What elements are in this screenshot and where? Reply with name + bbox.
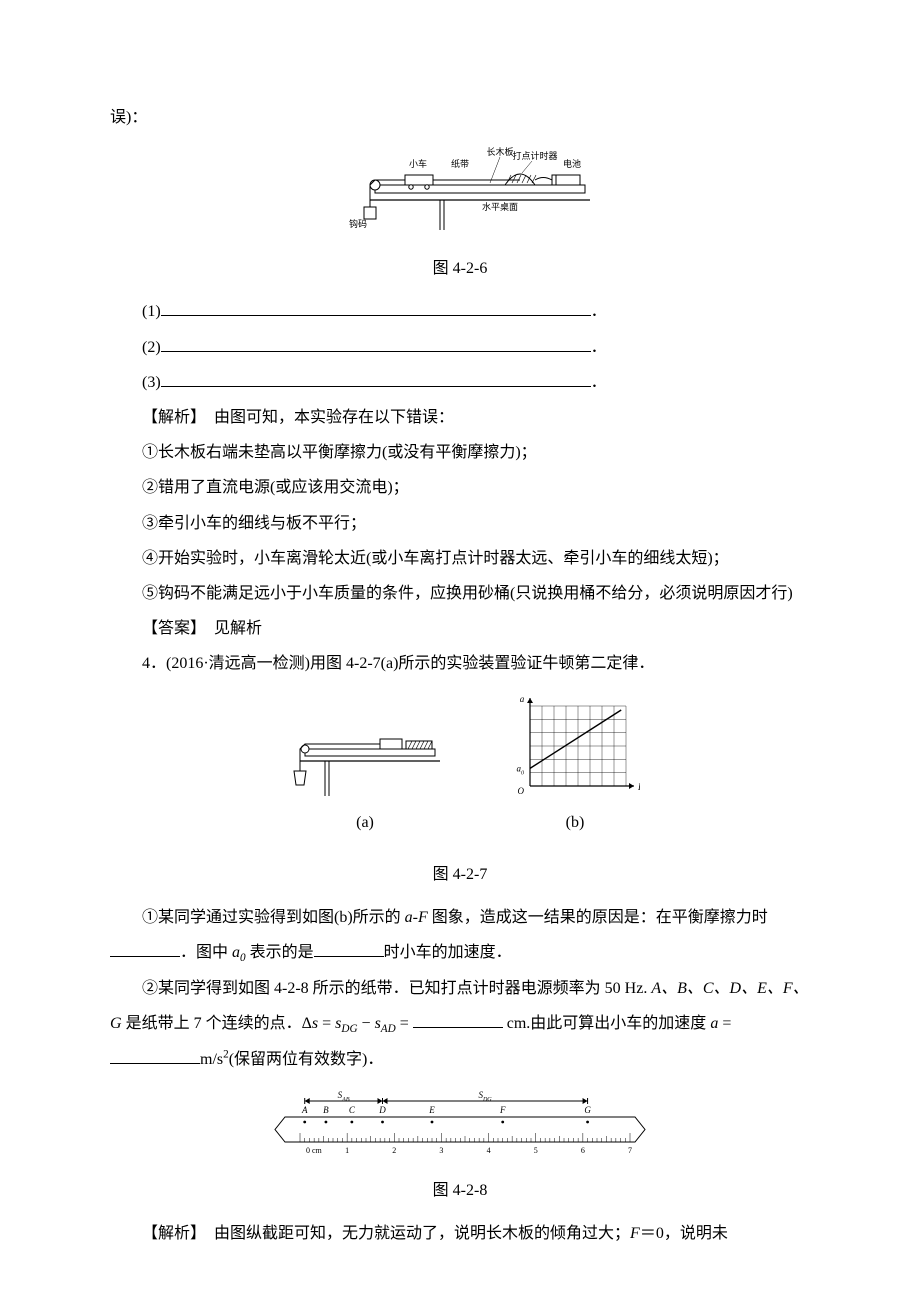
blank-underline-5[interactable] — [314, 939, 384, 957]
blank-row-1: (1) ． — [110, 294, 810, 329]
q4-2-c: cm.由此可算出小车的加速度 — [507, 1015, 711, 1032]
q4-intro: 4．(2016·清远高一检测)用图 4-2-7(a)所示的实验装置验证牛顿第二定… — [110, 646, 810, 681]
sym-sDG: sDG — [335, 1015, 357, 1032]
svg-text:小车: 小车 — [409, 158, 427, 169]
svg-text:2: 2 — [392, 1146, 396, 1155]
figure-4-2-6: 小车 纸带 长木板打点计时器电池钩码 水平桌面 — [110, 145, 810, 235]
svg-text:0 cm: 0 cm — [306, 1146, 323, 1155]
period-3: ． — [591, 374, 607, 391]
svg-text:a0: a0 — [517, 764, 525, 777]
sym-F: F — [630, 1225, 640, 1242]
q4-sub2: ②某同学得到如图 4-2-8 所示的纸带．已知打点计时器电源频率为 50 Hz.… — [110, 971, 810, 1077]
analysis2-line: 【解析】 由图纵截距可知，无力就运动了，说明长木板的倾角过大；F＝0，说明未 — [110, 1216, 810, 1251]
q4-1-c: ．图中 — [180, 944, 232, 961]
svg-text:纸带: 纸带 — [451, 158, 469, 169]
fig-4-2-6-caption: 图 4-2-6 — [110, 251, 810, 286]
svg-text:4: 4 — [487, 1146, 491, 1155]
figure-4-2-8: 12345670 cmABCDEFGSABSDG — [110, 1087, 810, 1157]
svg-text:G: G — [584, 1105, 591, 1115]
analysis-intro: 由图可知，本实验存在以下错误： — [214, 409, 454, 426]
cont-line: 误)： — [110, 100, 810, 135]
answer-label: 【答案】 — [142, 620, 198, 637]
svg-text:a: a — [520, 694, 525, 704]
fig-4-2-7-b-wrap: a Fa0 O (b) — [510, 691, 640, 840]
svg-text:电池: 电池 — [563, 158, 581, 169]
q4-sub1: ①某同学通过实验得到如图(b)所示的 a-F 图象，造成这一结果的原因是：在平衡… — [110, 900, 810, 971]
sym-sAD: sAD — [375, 1015, 396, 1032]
fig-4-2-7-a-wrap: (a) — [280, 721, 450, 840]
sym-a0: a0 — [232, 944, 246, 961]
sym-minus: − — [358, 1015, 375, 1032]
fig-4-2-6-svg: 小车 纸带 长木板打点计时器电池钩码 水平桌面 — [310, 145, 610, 235]
fig-4-2-8-caption: 图 4-2-8 — [110, 1173, 810, 1208]
q4-2-d: m/s — [200, 1051, 223, 1068]
fig-4-2-8-svg: 12345670 cmABCDEFGSABSDG — [260, 1087, 660, 1157]
sym-aF: a-F — [405, 909, 428, 926]
figure-4-2-7: (a) a Fa0 O (b) — [110, 691, 810, 840]
svg-text:B: B — [323, 1105, 329, 1115]
label-3: (3) — [142, 374, 161, 391]
blank-underline-2[interactable] — [161, 334, 591, 352]
subcap-a: (a) — [280, 805, 450, 840]
blank-row-2: (2) ． — [110, 330, 810, 365]
svg-text:6: 6 — [581, 1146, 585, 1155]
cont-text: 误)： — [110, 109, 147, 126]
svg-text:F: F — [637, 782, 640, 792]
q4-2-e: (保留两位有效数字)． — [229, 1051, 384, 1068]
svg-text:O: O — [518, 786, 525, 796]
q4-2-b: 是纸带上 7 个连续的点．Δ — [122, 1015, 312, 1032]
svg-text:F: F — [499, 1105, 506, 1115]
blank-underline-7[interactable] — [110, 1046, 200, 1064]
analysis2-body: 由图纵截距可知，无力就运动了，说明长木板的倾角过大； — [214, 1225, 630, 1242]
q4-1-e: 时小车的加速度． — [384, 944, 512, 961]
svg-text:水平桌面: 水平桌面 — [482, 201, 518, 212]
fig-4-2-7-caption: 图 4-2-7 — [110, 857, 810, 892]
q4-2-a: ②某同学得到如图 4-2-8 所示的纸带．已知打点计时器电源频率为 50 Hz. — [142, 980, 651, 997]
period-2: ． — [591, 339, 607, 356]
svg-text:长木板: 长木板 — [486, 146, 513, 157]
q4-1-a: ①某同学通过实验得到如图(b)所示的 — [142, 909, 405, 926]
answer-body: 见解析 — [214, 620, 262, 637]
blank-underline-6[interactable] — [413, 1010, 503, 1028]
svg-text:打点计时器: 打点计时器 — [512, 150, 557, 161]
analysis-line: 【解析】 由图可知，本实验存在以下错误： — [110, 400, 810, 435]
svg-text:C: C — [349, 1105, 356, 1115]
svg-text:1: 1 — [345, 1146, 349, 1155]
fig-4-2-7-a-svg — [280, 721, 450, 801]
err-5-text: ⑤钩码不能满足远小于小车质量的条件，应换用砂桶(只说换用桶不给分，必须说明原因才… — [142, 585, 793, 602]
subcap-b: (b) — [510, 805, 640, 840]
sym-eq3: = — [718, 1015, 731, 1032]
period-1: ． — [591, 303, 607, 320]
answer-line: 【答案】 见解析 — [110, 611, 810, 646]
analysis2-body-b: ＝0，说明未 — [640, 1225, 728, 1242]
svg-text:钩码: 钩码 — [349, 218, 367, 229]
label-1: (1) — [142, 303, 161, 320]
analysis-label: 【解析】 — [142, 409, 198, 426]
err-1: ①长木板右端未垫高以平衡摩擦力(或没有平衡摩擦力)； — [110, 435, 810, 470]
svg-text:E: E — [428, 1105, 435, 1115]
err-3: ③牵引小车的细线与板不平行； — [110, 506, 810, 541]
svg-text:D: D — [378, 1105, 386, 1115]
err-5: ⑤钩码不能满足远小于小车质量的条件，应换用砂桶(只说换用桶不给分，必须说明原因才… — [110, 576, 810, 611]
blank-underline-3[interactable] — [161, 369, 591, 387]
analysis2-label: 【解析】 — [142, 1225, 198, 1242]
svg-text:5: 5 — [534, 1146, 538, 1155]
q4-1-d: 表示的是 — [246, 944, 314, 961]
blank-underline-1[interactable] — [161, 299, 591, 317]
blank-underline-4[interactable] — [110, 939, 180, 957]
q4-1-b: 图象，造成这一结果的原因是：在平衡摩擦力时 — [428, 909, 768, 926]
svg-text:A: A — [301, 1105, 308, 1115]
sym-eq1: = — [318, 1015, 335, 1032]
fig-4-2-7-b-svg: a Fa0 O — [510, 691, 640, 801]
err-4: ④开始实验时，小车离滑轮太近(或小车离打点计时器太远、牵引小车的细线太短)； — [110, 541, 810, 576]
label-2: (2) — [142, 339, 161, 356]
sym-eq2: = — [396, 1015, 413, 1032]
svg-text:7: 7 — [628, 1146, 632, 1155]
svg-text:3: 3 — [439, 1146, 443, 1155]
err-2: ②错用了直流电源(或应该用交流电)； — [110, 470, 810, 505]
blank-row-3: (3) ． — [110, 365, 810, 400]
